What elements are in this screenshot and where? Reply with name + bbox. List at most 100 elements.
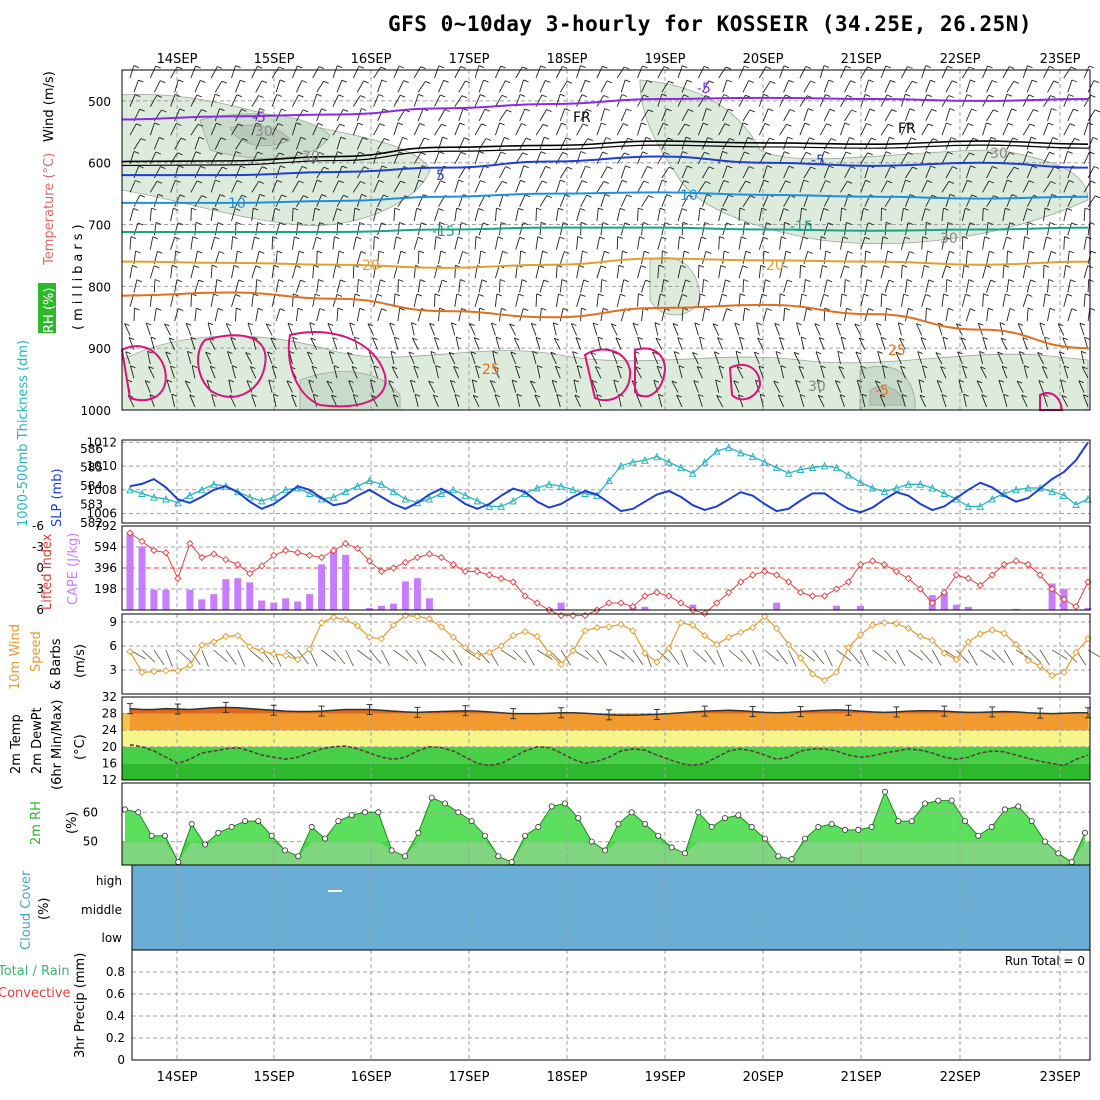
wind-barb-flag — [235, 65, 241, 69]
wind-barb — [1006, 137, 1014, 150]
rh-point — [788, 856, 795, 863]
wind-barb — [713, 351, 720, 365]
wind-barb — [905, 80, 913, 93]
wind-barb — [738, 265, 744, 279]
wind10-point — [641, 649, 649, 657]
temperature-contour — [122, 191, 1089, 204]
wind-barb-flag — [801, 207, 807, 211]
wind-barb — [559, 279, 563, 293]
wind-barb — [515, 365, 521, 379]
wind-barb — [555, 236, 561, 250]
wind-barb — [519, 279, 523, 293]
wind-barb — [389, 322, 395, 336]
wind-barb — [986, 251, 990, 264]
wind-barb-flag — [333, 365, 340, 369]
wind-barb — [1043, 122, 1049, 136]
wind-barb-flag — [484, 108, 490, 112]
rh-point — [948, 797, 955, 804]
wind-barb — [417, 250, 420, 264]
wind-barb — [900, 366, 906, 379]
wind-barb — [1043, 208, 1046, 222]
wind-barb-flag — [662, 122, 669, 126]
lifted-index-point — [868, 557, 877, 565]
wind-barb — [149, 181, 158, 193]
wind-barb-flag — [885, 151, 892, 155]
wind-barb-flag — [381, 222, 387, 226]
wind-barb-flag — [1090, 180, 1096, 184]
wind-barb-flag — [358, 65, 365, 69]
wind-barb — [681, 308, 684, 322]
wind-barb — [356, 80, 364, 93]
wind-barb-flag — [168, 337, 175, 341]
wind-barb-flag — [238, 279, 244, 283]
wind-barb — [129, 123, 137, 136]
wind10-point — [258, 647, 266, 655]
wind-barb-flag — [152, 236, 158, 240]
wind-barb — [860, 237, 866, 250]
wind-barb-flag — [945, 265, 952, 269]
lifted-index-point — [282, 546, 290, 555]
wind-barb-flag — [278, 66, 285, 70]
wind-barb-flag — [521, 279, 528, 283]
wind-barb — [489, 380, 496, 393]
wind-barb-flag — [237, 123, 244, 127]
wind-barb-flag — [470, 351, 477, 355]
wind-barb — [432, 394, 439, 408]
wind-barb-flag — [221, 166, 228, 170]
wind10-point — [509, 631, 517, 640]
wind-barb — [397, 109, 406, 122]
wind-barb — [945, 80, 953, 93]
wind-barb — [1018, 351, 1024, 365]
wind-barb-flag — [279, 308, 286, 312]
wind-barb-flag — [618, 264, 625, 268]
wind-barb — [762, 108, 769, 122]
thickness-tick-label: 583 — [80, 498, 103, 512]
rh-point — [522, 832, 529, 839]
wind-barb-flag — [1029, 123, 1036, 127]
lifted-index-point — [425, 550, 434, 558]
wind-barb-flag — [780, 365, 786, 369]
wind-barb-flag — [907, 151, 913, 155]
wind-barb-flag — [134, 94, 141, 98]
wind-barb — [840, 236, 844, 250]
wind-barb — [255, 279, 258, 293]
wind-barb — [637, 180, 645, 193]
wind-barb-flag — [1067, 150, 1073, 154]
wind-barb-flag — [899, 337, 905, 341]
wind-barb-flag — [946, 122, 952, 126]
wind-barb-flag — [178, 308, 184, 312]
wind-barb-flag — [259, 250, 265, 254]
wind-barb — [494, 394, 500, 408]
thickness-point — [856, 478, 865, 486]
wind-barb — [936, 380, 943, 393]
wind-barb-flag — [721, 293, 728, 297]
wind-barb — [620, 222, 626, 236]
rh-point — [708, 823, 715, 830]
wind-barb-flag — [339, 123, 345, 127]
wind-barb — [535, 65, 542, 79]
wind-barb — [738, 65, 745, 79]
cape-bar — [833, 605, 840, 610]
wind-barb-flag — [1024, 236, 1030, 240]
wind-barb-flag — [1071, 79, 1078, 83]
wind-barb-flag — [825, 94, 831, 98]
wind-barb-flag — [277, 250, 283, 254]
wind-barb-flag — [1049, 65, 1055, 69]
wind-barb — [773, 380, 781, 393]
wind-barb — [553, 337, 561, 350]
wind-barb-flag — [659, 207, 666, 211]
wind-barb — [596, 66, 603, 79]
wind-barb — [697, 293, 701, 307]
wind-barb-flag — [1029, 250, 1035, 254]
wind-barb — [251, 95, 259, 107]
thickness-point — [329, 493, 338, 501]
wind-barb — [982, 65, 988, 79]
wind10-barbs-label: & Barbs — [49, 638, 64, 690]
wind-barb — [803, 279, 806, 293]
wind-barb — [799, 394, 805, 408]
temp-24-28-fill — [130, 713, 1088, 731]
contour-label: -5 — [697, 81, 711, 97]
wind-barb-flag — [909, 108, 915, 112]
thickness-point — [904, 480, 913, 488]
wind-barb-flag — [662, 250, 668, 254]
